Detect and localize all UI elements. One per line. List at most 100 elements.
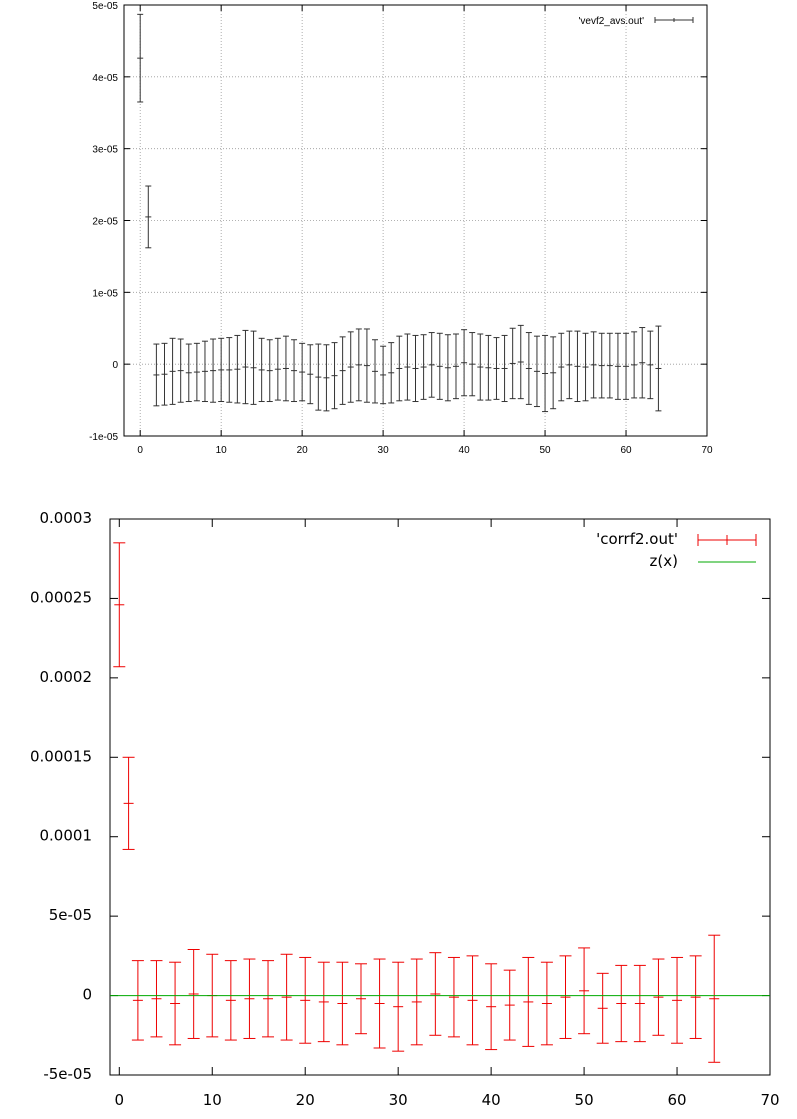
data-point	[614, 332, 621, 400]
plot-frame	[109, 518, 771, 1076]
data-point	[493, 337, 500, 400]
data-point	[412, 334, 419, 403]
data-point	[250, 330, 257, 405]
data-point	[331, 342, 338, 410]
y-tick-label: 5e-05	[92, 1, 118, 12]
data-point	[410, 958, 423, 1046]
data-point	[380, 345, 387, 405]
data-point	[485, 334, 492, 401]
series-1	[137, 13, 662, 413]
x-tick-label: 10	[216, 445, 228, 456]
data-point	[291, 339, 298, 403]
data-point	[339, 336, 346, 405]
data-point	[185, 343, 192, 403]
data-point	[639, 327, 646, 399]
y-tick-label: 0.00025	[30, 588, 92, 606]
data-point	[582, 332, 589, 402]
data-point	[436, 332, 443, 400]
x-tick-label: 50	[575, 1091, 594, 1109]
data-point	[420, 334, 427, 400]
data-point	[633, 964, 646, 1043]
data-point	[266, 339, 273, 403]
y-tick-label: 4e-05	[92, 73, 118, 84]
data-point	[218, 337, 225, 403]
data-point	[347, 331, 354, 403]
data-point	[226, 337, 233, 403]
y-tick-label: 0.0002	[40, 668, 93, 686]
x-tick-label: 10	[203, 1091, 222, 1109]
y-tick-label: 2e-05	[92, 217, 118, 228]
data-point	[542, 334, 549, 413]
data-point	[137, 13, 144, 103]
data-point	[550, 336, 557, 410]
x-tick-label: 60	[667, 1091, 686, 1109]
data-point	[317, 961, 330, 1043]
data-point	[522, 956, 535, 1047]
data-point	[131, 960, 144, 1041]
data-point	[559, 955, 572, 1039]
data-point	[355, 328, 362, 402]
data-point	[501, 334, 508, 403]
data-point	[558, 332, 565, 402]
x-tick-label: 50	[539, 445, 551, 456]
data-point	[307, 344, 314, 405]
data-point	[262, 960, 275, 1038]
data-point	[396, 335, 403, 402]
legend-label: 'corrf2.out'	[596, 530, 678, 548]
data-point	[161, 342, 168, 406]
data-point	[655, 325, 662, 412]
data-point	[689, 955, 702, 1039]
x-tick-label: 30	[389, 1091, 408, 1109]
data-point	[447, 956, 460, 1038]
legend-label: z(x)	[650, 552, 678, 570]
data-point	[280, 953, 293, 1041]
data-point	[153, 343, 160, 407]
x-tick-label: 70	[760, 1091, 779, 1109]
data-point	[574, 330, 581, 403]
data-point	[540, 961, 553, 1046]
y-tick-label: -5e-05	[43, 1065, 92, 1083]
data-point	[372, 339, 379, 404]
data-point	[578, 947, 591, 1035]
data-point	[631, 331, 638, 399]
data-point	[315, 343, 322, 411]
y-tick-label: 5e-05	[49, 906, 92, 924]
x-tick-label: 30	[378, 445, 390, 456]
y-tick-label: 0	[82, 986, 92, 1004]
x-tick-label: 70	[701, 445, 713, 456]
data-point	[224, 960, 237, 1041]
data-point	[428, 332, 435, 398]
data-point	[363, 328, 370, 403]
data-point	[299, 956, 312, 1044]
data-point	[177, 338, 184, 403]
data-point	[517, 324, 524, 400]
data-point	[503, 969, 516, 1041]
data-point	[466, 955, 479, 1046]
x-tick-label: 40	[459, 445, 471, 456]
series-1	[113, 542, 721, 1063]
data-point	[113, 542, 126, 668]
data-point	[299, 342, 306, 402]
data-point	[373, 958, 386, 1049]
data-point	[606, 332, 613, 399]
data-point	[477, 333, 484, 401]
data-point	[671, 956, 684, 1044]
data-point	[533, 335, 540, 408]
data-point	[145, 185, 152, 249]
data-point	[122, 756, 135, 850]
data-point	[615, 964, 628, 1043]
data-point	[525, 332, 532, 405]
data-point	[452, 333, 459, 400]
chart-corrf2: 0 10 20 30 40 50 60 70 -5e-05 0 5e-05 0.0001 0.00015…	[30, 509, 780, 1109]
data-point	[187, 949, 200, 1039]
data-point	[429, 952, 442, 1036]
x-tick-label: 0	[137, 445, 143, 456]
y-tick-label: 0	[112, 360, 118, 371]
data-point	[461, 329, 468, 397]
data-point	[169, 961, 182, 1046]
data-point	[193, 342, 200, 402]
x-tick-label: 20	[296, 1091, 315, 1109]
y-tick-label: -1e-05	[89, 432, 118, 443]
data-point	[392, 961, 405, 1052]
